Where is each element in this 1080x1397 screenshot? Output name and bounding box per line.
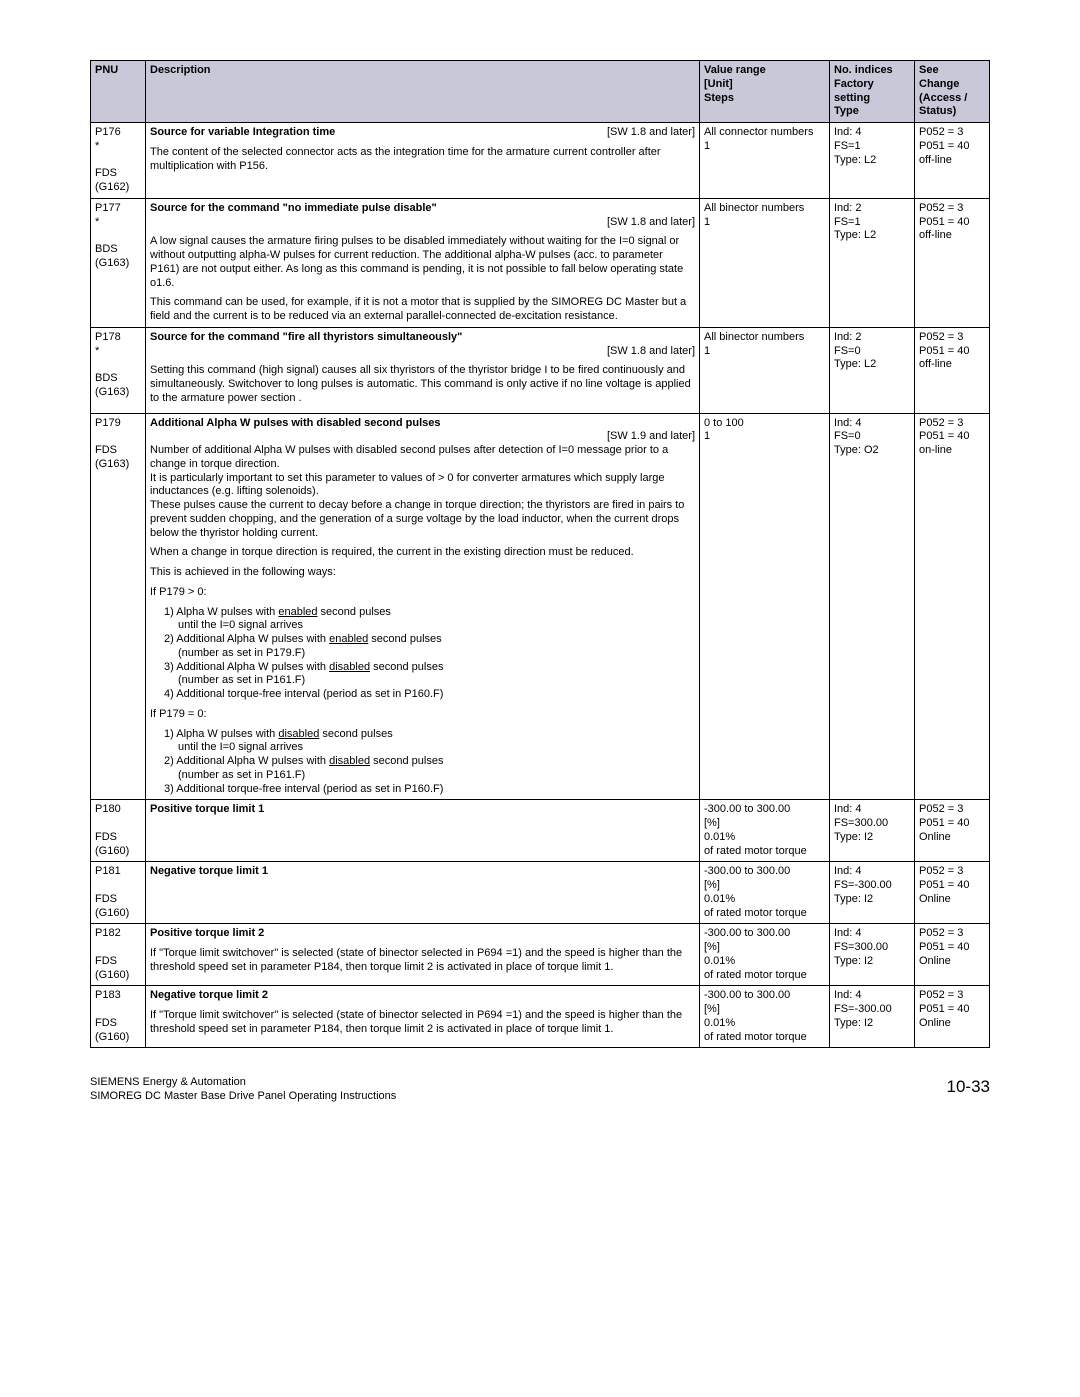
header-ind: No. indicesFactory settingType [830,61,915,123]
ind-cell: Ind: 4FS=-300.00Type: I2 [830,986,915,1048]
table-row: P180FDS(G160) Positive torque limit 1 -3… [91,800,990,862]
row-title: Positive torque limit 1 [150,803,264,815]
ind-cell: Ind: 4FS=300.00Type: I2 [830,924,915,986]
table-header-row: PNU Description Value range[Unit]Steps N… [91,61,990,123]
val-cell: All connector numbers1 [700,123,830,199]
table-row: P181FDS(G160) Negative torque limit 1 -3… [91,862,990,924]
header-see: SeeChange(Access / Status) [915,61,990,123]
sw-tag: [SW 1.8 and later] [607,345,695,359]
condition-label: If P179 = 0: [150,708,695,722]
desc-cell: Positive torque limit 1 [146,800,700,862]
pnu-cell: P182FDS(G160) [91,924,146,986]
sw-tag: [SW 1.8 and later] [607,216,695,230]
val-cell: -300.00 to 300.00[%]0.01%of rated motor … [700,862,830,924]
row-body: If "Torque limit switchover" is selected… [150,1009,695,1037]
row-title: Source for the command "fire all thyrist… [150,331,462,343]
val-cell: -300.00 to 300.00[%]0.01%of rated motor … [700,924,830,986]
pnu-cell: P178*BDS(G163) [91,327,146,413]
row-body: Number of additional Alpha W pulses with… [150,444,695,540]
footer-line2: SIMOREG DC Master Base Drive Panel Opera… [90,1090,396,1104]
parameter-table: PNU Description Value range[Unit]Steps N… [90,60,990,1048]
sw-tag: [SW 1.8 and later] [607,126,695,140]
list-item: 1) Alpha W pulses with disabled second p… [164,728,695,756]
pnu-cell: P181FDS(G160) [91,862,146,924]
desc-cell: Additional Alpha W pulses with disabled … [146,413,700,800]
header-pnu: PNU [91,61,146,123]
table-row: P182FDS(G160) Positive torque limit 2 If… [91,924,990,986]
desc-cell: Positive torque limit 2 If "Torque limit… [146,924,700,986]
ind-cell: Ind: 4FS=300.00Type: I2 [830,800,915,862]
list-item: 1) Alpha W pulses with enabled second pu… [164,606,695,634]
header-val: Value range[Unit]Steps [700,61,830,123]
row-body: A low signal causes the armature firing … [150,235,695,290]
list-item: 3) Additional Alpha W pulses with disabl… [164,661,695,689]
footer: SIEMENS Energy & Automation SIMOREG DC M… [90,1076,990,1104]
see-cell: P052 = 3P051 = 40off-line [915,327,990,413]
val-cell: All binector numbers1 [700,198,830,327]
desc-cell: Negative torque limit 2 If "Torque limit… [146,986,700,1048]
desc-cell: Negative torque limit 1 [146,862,700,924]
row-title: Negative torque limit 2 [150,989,268,1001]
header-desc: Description [146,61,700,123]
desc-cell: Source for the command "fire all thyrist… [146,327,700,413]
ind-cell: Ind: 2FS=1Type: L2 [830,198,915,327]
pnu-cell: P180FDS(G160) [91,800,146,862]
table-row: P183FDS(G160) Negative torque limit 2 If… [91,986,990,1048]
see-cell: P052 = 3P051 = 40Online [915,800,990,862]
row-body: The content of the selected connector ac… [150,146,695,174]
footer-line1: SIEMENS Energy & Automation [90,1076,396,1090]
table-row: P176*FDS(G162) Source for variable Integ… [91,123,990,199]
ind-cell: Ind: 2FS=0Type: L2 [830,327,915,413]
see-cell: P052 = 3P051 = 40Online [915,986,990,1048]
row-body: When a change in torque direction is req… [150,546,695,560]
row-body: If "Torque limit switchover" is selected… [150,947,695,975]
row-title: Source for variable Integration time [150,126,335,138]
see-cell: P052 = 3P051 = 40off-line [915,198,990,327]
pnu-cell: P177*BDS(G163) [91,198,146,327]
table-row: P178*BDS(G163) Source for the command "f… [91,327,990,413]
list-a: 1) Alpha W pulses with enabled second pu… [150,606,695,702]
list-item: 2) Additional Alpha W pulses with enable… [164,633,695,661]
pnu-cell: P179FDS(G163) [91,413,146,800]
val-cell: 0 to 1001 [700,413,830,800]
row-title: Positive torque limit 2 [150,927,264,939]
see-cell: P052 = 3P051 = 40on-line [915,413,990,800]
table-row: P177*BDS(G163) Source for the command "n… [91,198,990,327]
condition-label: If P179 > 0: [150,586,695,600]
row-title: Negative torque limit 1 [150,865,268,877]
list-item: 4) Additional torque-free interval (peri… [164,688,695,702]
row-body: Setting this command (high signal) cause… [150,364,695,405]
page-number: 10-33 [947,1076,990,1097]
ind-cell: Ind: 4FS=-300.00Type: I2 [830,862,915,924]
ind-cell: Ind: 4FS=0Type: O2 [830,413,915,800]
val-cell: All binector numbers1 [700,327,830,413]
row-title: Additional Alpha W pulses with disabled … [150,417,441,429]
row-body: This command can be used, for example, i… [150,296,695,324]
sw-tag: [SW 1.9 and later] [607,430,695,444]
row-title: Source for the command "no immediate pul… [150,202,437,214]
desc-cell: Source for the command "no immediate pul… [146,198,700,327]
list-item: 2) Additional Alpha W pulses with disabl… [164,755,695,783]
see-cell: P052 = 3P051 = 40off-line [915,123,990,199]
pnu-cell: P183FDS(G160) [91,986,146,1048]
ind-cell: Ind: 4FS=1Type: L2 [830,123,915,199]
val-cell: -300.00 to 300.00[%]0.01%of rated motor … [700,986,830,1048]
desc-cell: Source for variable Integration time [SW… [146,123,700,199]
see-cell: P052 = 3P051 = 40Online [915,924,990,986]
list-b: 1) Alpha W pulses with disabled second p… [150,728,695,797]
table-row: P179FDS(G163) Additional Alpha W pulses … [91,413,990,800]
pnu-cell: P176*FDS(G162) [91,123,146,199]
row-body: This is achieved in the following ways: [150,566,695,580]
list-item: 3) Additional torque-free interval (peri… [164,783,695,797]
see-cell: P052 = 3P051 = 40Online [915,862,990,924]
val-cell: -300.00 to 300.00[%]0.01%of rated motor … [700,800,830,862]
